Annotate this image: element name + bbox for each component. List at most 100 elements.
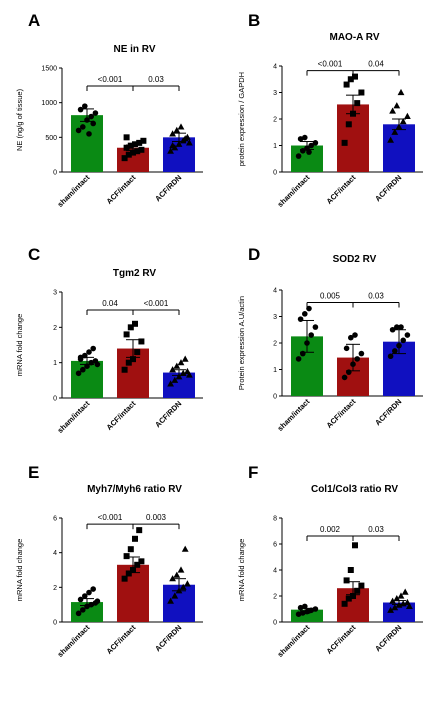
data-point	[169, 130, 176, 137]
x-tick-label: ACF/RDN	[373, 397, 403, 427]
data-point	[387, 606, 394, 613]
data-point	[352, 332, 358, 338]
x-tick-label: ACF/RDN	[153, 399, 183, 429]
data-point	[80, 607, 86, 613]
data-point	[123, 134, 130, 141]
p-value-label: 0.04	[368, 60, 384, 69]
data-point	[404, 332, 411, 338]
y-tick-label: 2	[273, 117, 277, 124]
chart-title: MAO-A RV	[330, 32, 380, 43]
data-point	[75, 610, 82, 617]
y-tick-label: 0	[53, 170, 57, 177]
y-tick-label: 0	[53, 396, 57, 403]
data-point	[389, 597, 396, 604]
data-point	[94, 598, 101, 604]
data-point	[345, 595, 352, 602]
data-point	[297, 604, 304, 611]
y-axis-label: Protein expression A.U/actin	[237, 296, 246, 390]
y-tick-label: 4	[53, 550, 57, 557]
chart-panel-f: F Col1/Col3 ratio RV 0 2 4 6 8 mRNA fold change…	[237, 463, 423, 659]
y-tick-label: 2	[53, 585, 57, 592]
data-point	[88, 601, 94, 608]
y-tick-label: 500	[45, 135, 57, 142]
data-point	[177, 359, 185, 366]
data-point	[175, 140, 183, 147]
data-point	[392, 348, 398, 354]
x-tick-label: ACF/RDN	[153, 623, 183, 653]
data-point	[80, 366, 86, 373]
data-point	[304, 340, 310, 346]
x-tick-label: ACF/intact	[325, 397, 358, 430]
y-tick-label: 8	[273, 516, 277, 523]
data-point	[397, 88, 405, 96]
data-point	[173, 571, 181, 578]
data-point	[130, 149, 136, 156]
data-point	[77, 596, 84, 603]
y-tick-label: 3	[53, 290, 57, 297]
p-value-label: 0.03	[148, 75, 164, 84]
data-point	[397, 592, 405, 599]
x-tick-label: sham/intact	[276, 623, 312, 659]
y-tick-label: 1	[273, 143, 277, 150]
y-tick-label: 2	[273, 341, 277, 348]
bar-2	[383, 124, 415, 172]
p-value-label: 0.03	[368, 525, 384, 534]
y-tick-label: 4	[273, 568, 277, 575]
data-point	[82, 593, 88, 599]
y-tick-label: 3	[273, 314, 277, 321]
data-point	[82, 352, 88, 359]
data-point	[134, 349, 141, 356]
data-point	[90, 345, 96, 352]
data-point	[406, 602, 413, 609]
data-point	[175, 587, 183, 594]
data-point	[169, 366, 176, 373]
data-point	[175, 373, 183, 380]
p-value-label: 0.005	[320, 292, 341, 301]
data-point	[130, 567, 136, 573]
data-point	[352, 73, 358, 80]
data-point	[389, 107, 396, 114]
data-point	[343, 345, 350, 352]
y-tick-label: 4	[273, 288, 277, 295]
x-tick-label: ACF/intact	[105, 623, 138, 656]
y-tick-label: 0	[273, 394, 277, 401]
data-point	[306, 608, 312, 614]
p-value-label: <0.001	[144, 299, 169, 308]
x-tick-label: ACF/intact	[325, 173, 358, 206]
data-point	[136, 527, 143, 534]
data-point	[123, 144, 130, 151]
data-point	[177, 566, 185, 573]
data-point	[350, 361, 356, 368]
y-tick-label: 2	[273, 594, 277, 601]
data-point	[306, 149, 312, 155]
data-point	[346, 369, 352, 375]
data-point	[358, 582, 365, 589]
data-point	[391, 604, 399, 611]
data-point	[306, 305, 312, 312]
data-point	[167, 380, 174, 387]
data-point	[302, 134, 308, 141]
data-point	[125, 359, 132, 366]
panel-letter: C	[28, 245, 40, 264]
data-point	[300, 148, 306, 154]
x-tick-label: ACF/RDN	[373, 623, 403, 653]
y-tick-label: 0	[273, 620, 277, 627]
data-point	[393, 102, 401, 109]
y-tick-label: 1000	[41, 100, 57, 107]
data-point	[136, 139, 143, 146]
data-point	[179, 369, 187, 376]
data-point	[312, 606, 319, 612]
data-point	[123, 331, 130, 338]
data-point	[297, 316, 304, 322]
data-point	[343, 577, 350, 584]
data-point	[134, 561, 141, 568]
data-point	[169, 142, 176, 149]
data-point	[77, 106, 84, 113]
panel-letter: E	[28, 463, 39, 482]
bar-0	[71, 115, 103, 172]
data-point	[393, 595, 401, 602]
y-tick-label: 1500	[41, 66, 57, 73]
data-point	[343, 81, 350, 88]
x-tick-label: ACF/intact	[105, 399, 138, 432]
x-tick-label: sham/intact	[276, 397, 312, 433]
